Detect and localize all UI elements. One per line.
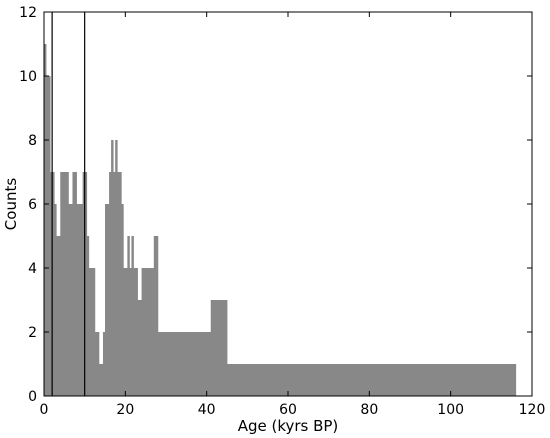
x-tick-label: 60: [279, 402, 297, 418]
y-tick-label: 8: [28, 133, 37, 149]
histogram-bar: [157, 332, 163, 396]
y-tick-label: 12: [19, 5, 37, 21]
x-axis-ticks: 0 20 40 60 80 100 120: [40, 12, 546, 418]
histogram-bar: [98, 364, 104, 396]
histogram-bar: [123, 268, 128, 396]
y-tick-label: 2: [28, 325, 37, 341]
histogram-bar: [76, 204, 84, 396]
histogram-bar: [137, 300, 142, 396]
x-tick-label: 80: [360, 402, 378, 418]
x-tick-label: 100: [437, 402, 464, 418]
y-tick-label: 4: [28, 261, 37, 277]
histogram-bar: [161, 332, 212, 396]
y-tick-label: 6: [28, 197, 37, 213]
histogram-bar: [141, 268, 155, 396]
y-tick-label: 10: [19, 69, 37, 85]
histogram-bar: [121, 204, 124, 396]
histogram-bar: [231, 364, 517, 396]
histogram-bar: [131, 236, 134, 396]
histogram-bar: [227, 364, 232, 396]
histogram-bar: [86, 236, 90, 396]
histogram-bar: [113, 172, 116, 396]
histogram-bar: [111, 140, 114, 396]
histogram-bar: [133, 268, 138, 396]
y-axis-ticks: 0 2 4 6 8 10 12: [19, 5, 532, 405]
histogram-bar: [46, 76, 51, 396]
reference-lines: [51, 12, 86, 396]
histogram-bar: [72, 172, 77, 396]
x-tick-label: 0: [40, 402, 49, 418]
histogram-bar: [88, 268, 96, 396]
x-tick-label: 120: [519, 402, 546, 418]
histogram-bar: [105, 204, 110, 396]
histogram-bars: [44, 44, 517, 396]
histogram-bar: [56, 236, 61, 396]
histogram-bar: [94, 332, 100, 396]
histogram-bar: [210, 300, 228, 396]
x-tick-label: 20: [116, 402, 134, 418]
histogram-bar: [44, 44, 47, 396]
histogram-bar: [109, 172, 112, 396]
histogram-bar: [153, 236, 159, 396]
histogram-bar: [115, 140, 118, 396]
histogram-bar: [102, 332, 106, 396]
x-axis-label: Age (kyrs BP): [238, 417, 339, 435]
histogram-bar: [117, 172, 122, 396]
y-axis-label: Counts: [2, 178, 20, 231]
histogram-bar: [127, 236, 130, 396]
x-tick-label: 40: [198, 402, 216, 418]
histogram-bar: [60, 172, 69, 396]
histogram-bar: [68, 204, 73, 396]
histogram-bar: [129, 268, 132, 396]
y-tick-label: 0: [28, 389, 37, 405]
histogram-bar: [54, 204, 57, 396]
